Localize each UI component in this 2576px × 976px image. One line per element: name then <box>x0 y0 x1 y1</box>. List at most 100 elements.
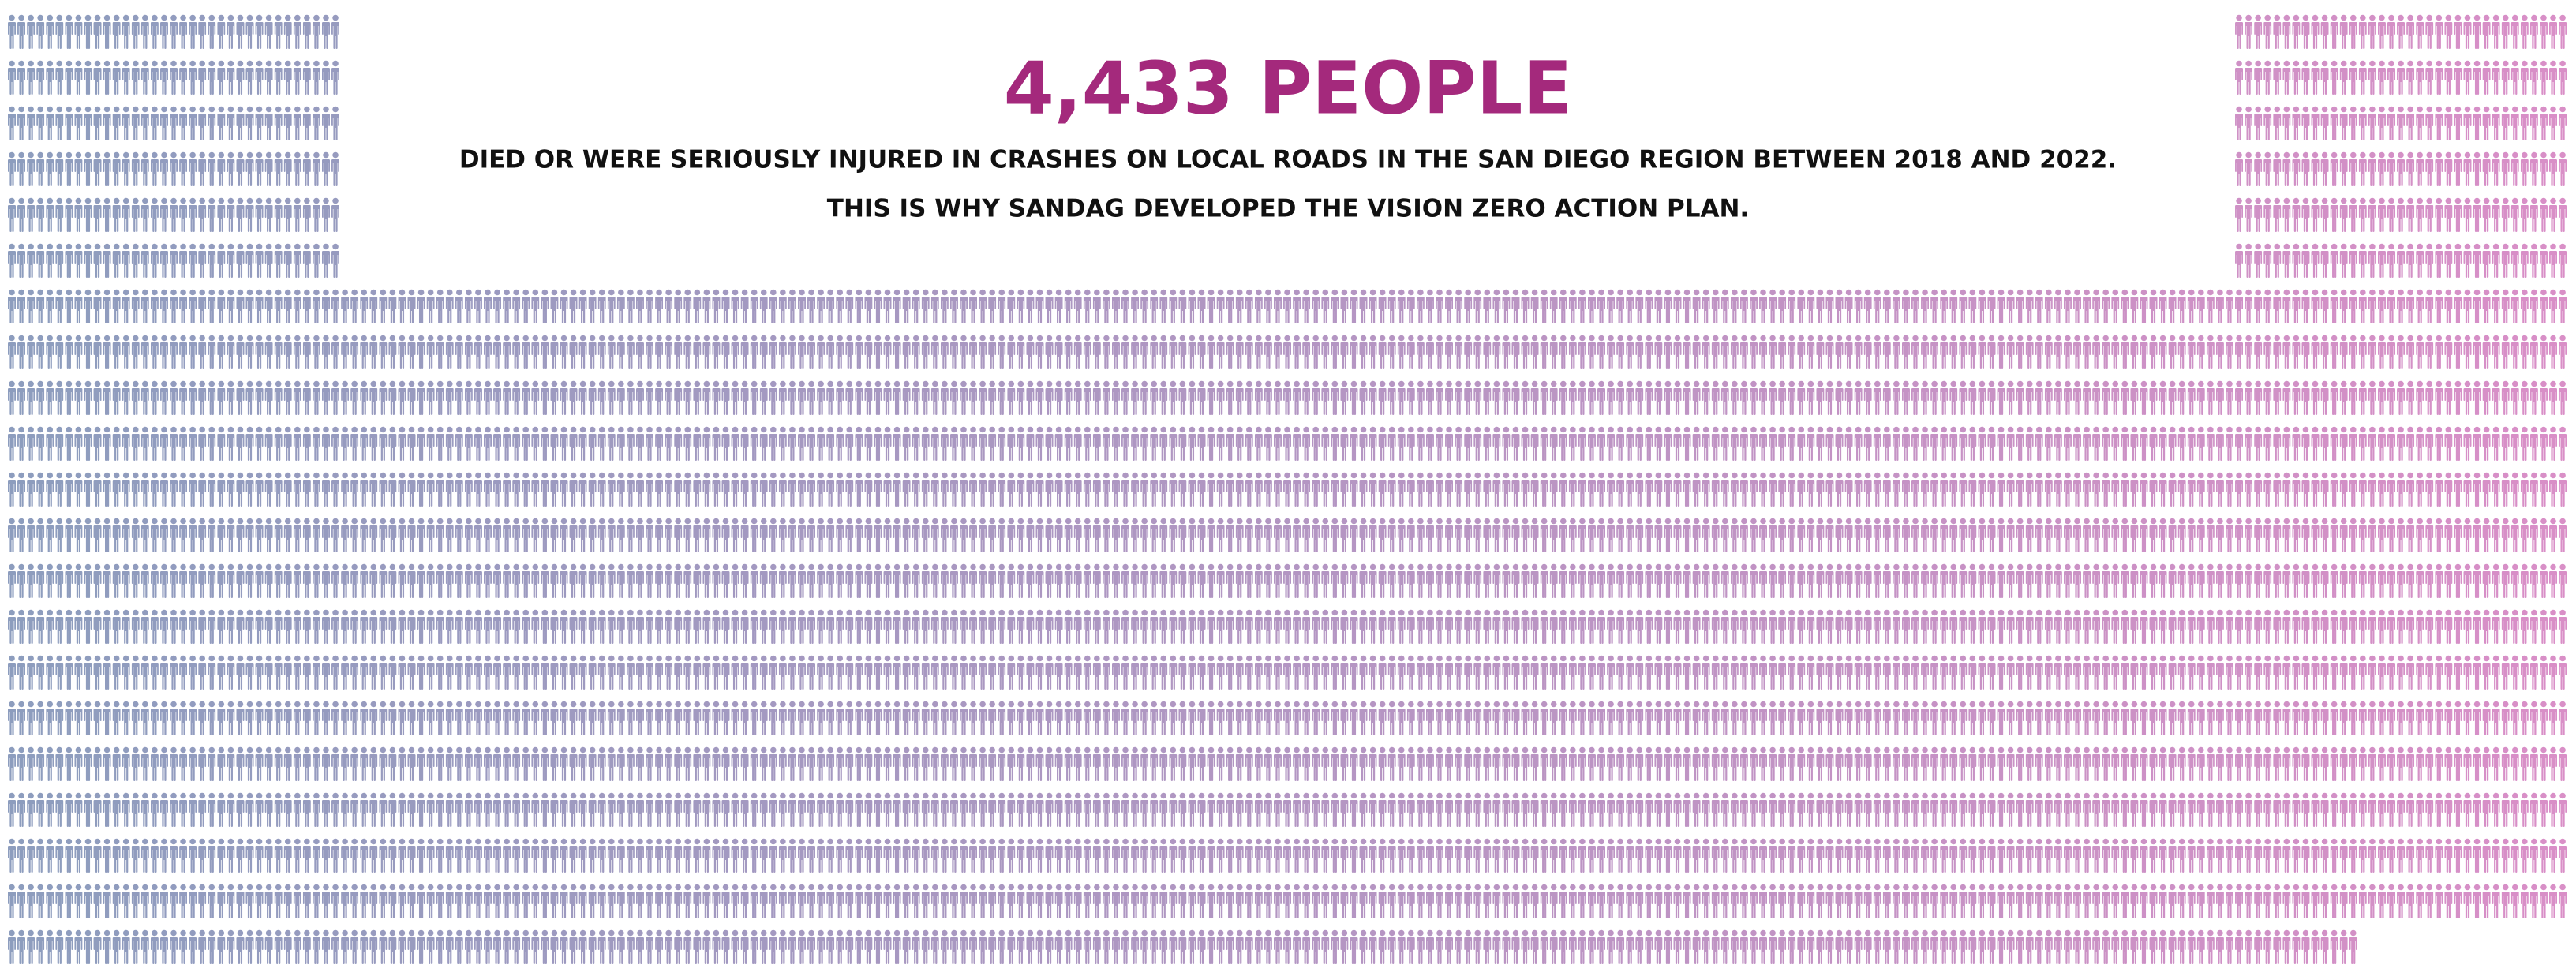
person-icon <box>1293 746 1301 781</box>
person-icon <box>331 746 340 781</box>
person-icon <box>1264 701 1272 735</box>
person-icon <box>1035 289 1044 323</box>
person-icon <box>2054 380 2062 415</box>
person-icon <box>255 243 264 278</box>
person-icon <box>159 289 168 323</box>
person-icon <box>979 426 987 461</box>
person-icon <box>208 426 216 461</box>
person-icon <box>2492 792 2500 827</box>
person-icon <box>1911 746 1919 781</box>
person-icon <box>2349 380 2357 415</box>
person-icon <box>759 884 768 918</box>
person-icon <box>646 746 654 781</box>
person-icon <box>1549 701 1558 735</box>
person-icon <box>797 792 806 827</box>
person-icon <box>1035 884 1044 918</box>
person-icon <box>1825 289 1834 323</box>
person-icon <box>312 472 320 507</box>
person-icon <box>217 518 226 552</box>
person-icon <box>2444 380 2453 415</box>
person-icon <box>893 563 901 598</box>
person-icon <box>2282 746 2291 781</box>
person-icon <box>198 884 207 918</box>
person-icon <box>1530 746 1539 781</box>
person-icon <box>2368 106 2376 140</box>
person-icon <box>778 792 787 827</box>
person-icon <box>2463 335 2472 369</box>
person-icon <box>1788 655 1796 690</box>
person-icon <box>2025 289 2034 323</box>
person-icon <box>2501 60 2510 95</box>
person-icon <box>2549 380 2558 415</box>
person-icon <box>1436 838 1443 873</box>
person-icon <box>398 792 406 827</box>
person-icon <box>1739 838 1748 873</box>
person-icon <box>1825 426 1834 461</box>
person-icon <box>1207 929 1215 964</box>
person-icon <box>2520 792 2529 827</box>
person-icon <box>1844 472 1853 507</box>
person-icon <box>1568 792 1577 827</box>
person-icon <box>2539 518 2548 552</box>
person-icon <box>1654 335 1663 369</box>
person-icon <box>1387 609 1396 644</box>
person-icon <box>1483 609 1492 644</box>
person-icon <box>1387 838 1396 873</box>
person-icon <box>2206 884 2215 918</box>
person-icon <box>2044 563 2053 598</box>
person-icon <box>2444 151 2453 186</box>
person-icon <box>1978 929 1986 964</box>
person-icon <box>1616 472 1625 507</box>
person-icon <box>227 838 235 873</box>
person-icon <box>36 884 45 918</box>
person-icon <box>2187 792 2196 827</box>
person-icon <box>2330 472 2338 507</box>
person-icon <box>2330 518 2338 552</box>
person-icon <box>1445 380 1454 415</box>
person-icon <box>646 518 654 552</box>
person-icon <box>1949 380 1958 415</box>
person-icon <box>93 838 102 873</box>
person-icon <box>531 884 540 918</box>
person-icon <box>607 472 616 507</box>
person-icon <box>998 426 1006 461</box>
person-icon <box>2358 426 2367 461</box>
person-icon <box>1892 289 1900 323</box>
person-icon <box>131 472 140 507</box>
person-icon <box>2473 655 2481 690</box>
person-icon <box>1673 563 1682 598</box>
person-icon <box>550 884 559 918</box>
person-icon <box>2397 563 2406 598</box>
person-icon <box>274 106 283 140</box>
person-icon <box>883 426 892 461</box>
person-icon <box>140 106 149 140</box>
person-icon <box>1102 929 1110 964</box>
person-icon <box>626 518 635 552</box>
person-icon <box>930 563 939 598</box>
person-icon <box>1083 838 1091 873</box>
person-icon <box>845 746 854 781</box>
person-icon <box>635 335 644 369</box>
person-icon <box>1216 380 1225 415</box>
person-icon <box>122 426 130 461</box>
person-icon <box>1568 518 1577 552</box>
person-icon <box>65 380 73 415</box>
person-icon <box>2235 197 2244 232</box>
person-icon <box>55 197 64 232</box>
person-icon <box>1312 472 1320 507</box>
person-icon <box>350 426 359 461</box>
person-icon <box>541 746 549 781</box>
person-icon <box>1254 289 1263 323</box>
person-icon <box>541 289 549 323</box>
person-icon <box>283 151 292 186</box>
person-icon <box>1150 838 1159 873</box>
person-icon <box>464 838 473 873</box>
person-icon <box>2130 289 2139 323</box>
person-icon <box>2301 289 2310 323</box>
person-icon <box>2102 563 2110 598</box>
person-icon <box>1673 884 1682 918</box>
person-icon <box>807 929 816 964</box>
person-icon <box>293 14 301 49</box>
person-icon <box>2177 929 2186 964</box>
person-icon <box>65 243 73 278</box>
